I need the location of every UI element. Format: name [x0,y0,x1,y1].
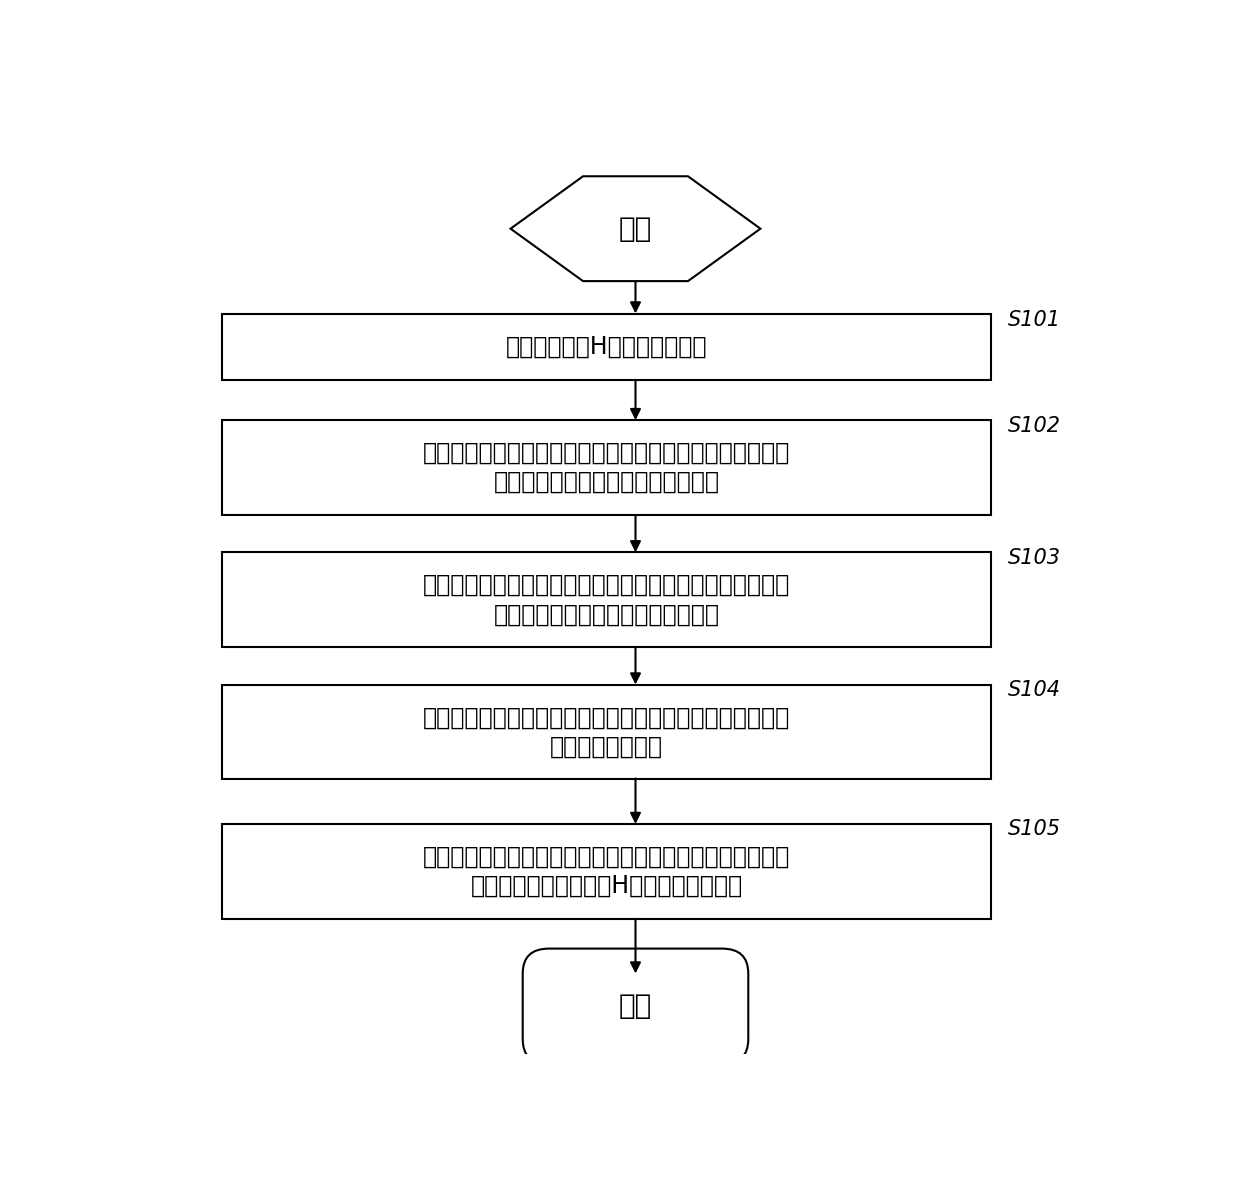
Polygon shape [222,552,991,648]
Polygon shape [222,684,991,779]
Text: 需补偿的第二谐波: 需补偿的第二谐波 [551,734,663,759]
Text: 根据过调制模块的限幅调制波和调制度，计算得到过调制模: 根据过调制模块的限幅调制波和调制度，计算得到过调制模 [423,573,790,597]
Polygon shape [222,315,991,380]
Text: 块的限幅调制波所需补偿的第一谐波: 块的限幅调制波所需补偿的第一谐波 [494,603,719,626]
Text: S102: S102 [1008,416,1061,436]
Text: 制度，得到过调制模块的限幅调制波: 制度，得到过调制模块的限幅调制波 [494,470,719,494]
Text: 结束: 结束 [619,992,652,1021]
Text: 根据调制度与调制波幅值之间的过调制预设对应关系以及调: 根据调制度与调制波幅值之间的过调制预设对应关系以及调 [423,440,790,465]
Text: 根据第一谐波和调制度，计算得到正常模块的调制波及其所: 根据第一谐波和调制度，计算得到正常模块的调制波及其所 [423,706,790,729]
FancyBboxPatch shape [523,948,748,1064]
Text: S105: S105 [1008,819,1061,839]
Text: 计算得到各个H桥模块的调制度: 计算得到各个H桥模块的调制度 [506,335,707,359]
Polygon shape [511,176,760,281]
Polygon shape [222,420,991,515]
Text: 移相调制策略生成各个H桥模块的驱动信号: 移相调制策略生成各个H桥模块的驱动信号 [471,874,743,897]
Text: 开始: 开始 [619,214,652,243]
Polygon shape [222,824,991,919]
Text: S103: S103 [1008,548,1061,568]
Text: S104: S104 [1008,680,1061,700]
Text: 根据过调制模块的限幅调制波、正常模块的调制波以及载波: 根据过调制模块的限幅调制波、正常模块的调制波以及载波 [423,845,790,869]
Text: S101: S101 [1008,310,1061,330]
